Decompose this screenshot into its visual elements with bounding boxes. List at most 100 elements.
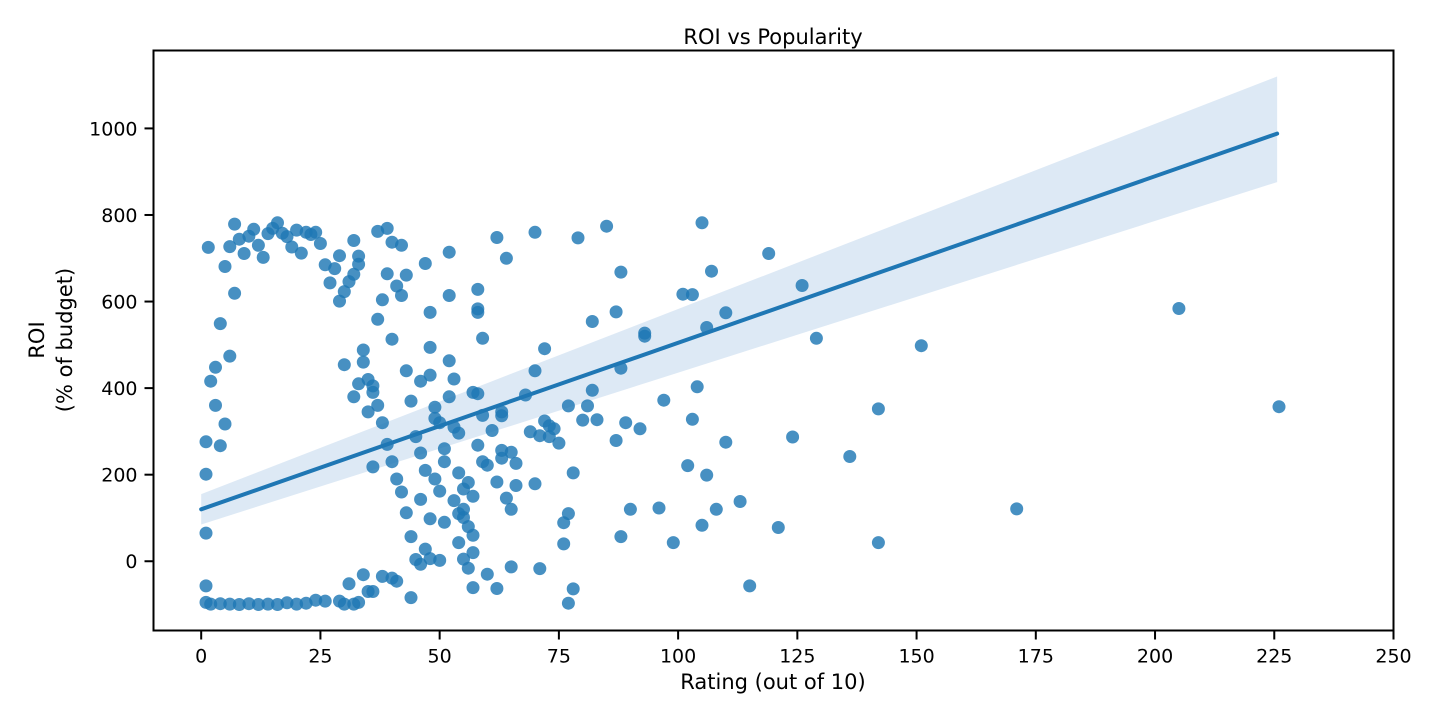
scatter-point <box>209 360 222 374</box>
x-tick-label: 225 <box>1256 646 1292 668</box>
y-axis-label-line1: ROI <box>25 321 49 358</box>
scatter-point <box>499 251 513 265</box>
scatter-point <box>476 331 490 345</box>
scatter-point <box>561 399 575 413</box>
scatter-point <box>395 485 408 499</box>
regression-line <box>199 131 1280 512</box>
scatter-point <box>290 223 304 237</box>
scatter-point <box>447 494 461 508</box>
scatter-point <box>614 265 628 279</box>
scatter-point <box>1010 502 1024 516</box>
y-tick-label: 400 <box>101 378 137 400</box>
x-tick-label: 100 <box>660 646 696 668</box>
scatter-point <box>375 416 389 430</box>
x-tick-label: 175 <box>1018 646 1054 668</box>
scatter-point <box>490 475 504 489</box>
scatter-point <box>695 518 709 532</box>
scatter-point <box>251 238 265 252</box>
chart-title: ROI vs Popularity <box>683 25 862 49</box>
scatter-point <box>218 417 232 431</box>
scatter-point <box>619 416 633 430</box>
scatter-point <box>232 598 246 611</box>
scatter-point <box>318 258 332 272</box>
scatter-point <box>313 237 327 250</box>
scatter-point <box>356 355 370 369</box>
scatter-point <box>495 409 509 423</box>
scatter-point <box>347 234 361 247</box>
y-axis-label: ROI (% of budget) <box>25 268 77 412</box>
scatter-point <box>600 219 614 233</box>
scatter-point <box>414 446 428 460</box>
scatter-point <box>390 574 404 588</box>
scatter-point <box>256 250 270 264</box>
scatter-point <box>333 294 346 308</box>
scatter-point <box>428 472 442 486</box>
scatter-point <box>423 305 437 319</box>
scatter-point <box>542 430 556 444</box>
scatter-point <box>423 368 437 382</box>
scatter-point <box>352 257 366 271</box>
scatter-point <box>466 528 480 542</box>
scatter-point <box>871 402 885 416</box>
scatter-point <box>1172 302 1186 315</box>
scatter-point <box>290 597 304 611</box>
scatter-point <box>261 597 275 611</box>
scatter-point <box>585 383 599 397</box>
scatter-point <box>719 435 733 449</box>
scatter-point <box>199 435 213 449</box>
x-tick-label: 200 <box>1137 646 1173 668</box>
scatter-point <box>199 526 213 540</box>
scatter-point <box>566 582 580 596</box>
y-axis-label-line2: (% of budget) <box>53 268 77 412</box>
points-layer <box>199 216 1286 611</box>
scatter-point <box>232 232 246 246</box>
scatter-point <box>323 276 337 290</box>
scatter-point <box>442 354 456 368</box>
scatter-point <box>404 530 418 544</box>
scatter-point <box>442 245 456 259</box>
scatter-point <box>199 467 213 481</box>
scatter-point <box>495 443 509 457</box>
scatter-point <box>499 491 513 505</box>
scatter-point <box>471 438 485 452</box>
scatter-point <box>223 240 237 254</box>
scatter-point <box>380 267 394 281</box>
scatter-point <box>1272 400 1286 414</box>
scatter-point <box>471 282 485 296</box>
scatter-point <box>275 226 289 240</box>
y-tick-label: 200 <box>101 465 137 487</box>
scatter-point <box>366 460 380 474</box>
scatter-point <box>271 598 284 611</box>
scatter-point <box>476 455 490 469</box>
scatter-point <box>404 591 418 605</box>
scatter-point <box>705 264 718 278</box>
scatter-point <box>509 479 523 492</box>
scatter-point <box>809 331 823 345</box>
confidence-band <box>201 76 1278 525</box>
confidence-band-layer <box>201 76 1278 525</box>
y-tick-label: 1000 <box>89 118 137 140</box>
scatter-point <box>571 231 585 245</box>
scatter-point <box>457 552 470 566</box>
scatter-point <box>352 377 366 391</box>
scatter-point <box>333 594 346 608</box>
x-tick-label: 250 <box>1375 646 1411 668</box>
scatter-point <box>285 240 299 254</box>
scatter-point <box>399 364 413 378</box>
scatter-point <box>237 247 251 260</box>
scatter-point <box>294 246 308 260</box>
scatter-point <box>690 380 704 394</box>
scatter-point <box>466 385 480 399</box>
scatter-point <box>213 597 227 611</box>
scatter-point <box>318 594 332 608</box>
scatter-point <box>609 434 623 447</box>
scatter-point <box>614 530 628 544</box>
x-tick-label: 125 <box>779 646 815 668</box>
scatter-point <box>681 459 695 473</box>
scatter-point <box>633 422 647 436</box>
scatter-point <box>504 560 518 574</box>
x-tick-label: 75 <box>547 646 571 668</box>
scatter-point <box>561 596 575 610</box>
scatter-point <box>590 413 604 427</box>
scatter-point <box>480 567 494 581</box>
